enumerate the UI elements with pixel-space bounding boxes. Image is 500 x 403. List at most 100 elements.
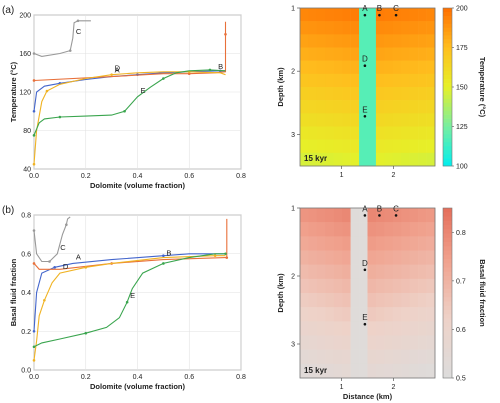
- chart1-cell: [392, 139, 402, 154]
- chart1-colorbar-segment: [443, 114, 452, 119]
- chart1-cell: [384, 126, 394, 140]
- chart1-cell: [384, 113, 394, 127]
- chart0-series-D-point: [110, 73, 113, 76]
- chart1-cell: [359, 47, 368, 61]
- chart1-cell: [418, 113, 427, 127]
- chart1-cell: [325, 60, 335, 75]
- chart1-colorbar-segment: [443, 35, 452, 40]
- chart2-series-D-line: [33, 255, 226, 361]
- chart2-series-A-point: [32, 329, 36, 333]
- chart1-colorbar-segment: [443, 98, 452, 104]
- chart3-cell: [409, 307, 419, 322]
- chart1-colorbar-segment: [443, 63, 452, 68]
- chart1-x-tick-label: 2: [392, 172, 396, 179]
- chart3-cell: [384, 321, 394, 336]
- chart1-cell: [375, 126, 385, 140]
- chart3-x-tick-label: 2: [392, 384, 396, 391]
- chart1-cell: [426, 152, 436, 167]
- chart2-series-C-point: [32, 229, 36, 232]
- chart3-colorbar-segment: [443, 348, 452, 353]
- chart0-series-E-line: [33, 69, 226, 136]
- chart3-colorbar-label: Basal fluid fraction: [478, 259, 487, 327]
- chart3-cell: [342, 264, 351, 280]
- chart3-cell: [325, 363, 335, 379]
- chart3-cell: [359, 307, 368, 322]
- chart3-cell: [359, 278, 368, 294]
- chart1-cell: [367, 100, 377, 114]
- chart3-point-A: [363, 214, 367, 217]
- chart3-colorbar-segment: [443, 356, 452, 362]
- chart1-cell: [418, 21, 427, 35]
- chart1-colorbar-segment: [443, 102, 452, 108]
- chart1-cell: [308, 47, 318, 61]
- chart1-point-D: [363, 64, 367, 68]
- chart3-cell: [308, 363, 318, 379]
- chart1-point-B-label: B: [377, 4, 382, 13]
- chart1-cell: [333, 126, 343, 140]
- chart0-series-C-point: [68, 49, 72, 52]
- chart1-cell: [426, 8, 436, 22]
- chart3-cell: [342, 307, 351, 322]
- chart1-point-C: [394, 13, 398, 17]
- chart3-cell: [426, 208, 436, 223]
- chart3-cell: [392, 278, 402, 294]
- chart1-colorbar-segment: [443, 79, 452, 84]
- chart3-cell: [350, 335, 360, 350]
- chart3-cell: [367, 349, 377, 365]
- chart3-cell: [325, 264, 335, 280]
- chart3-cell: [316, 321, 326, 336]
- chart1-time-annotation: 15 kyr: [304, 154, 327, 163]
- chart3-cell: [325, 349, 335, 365]
- chart3-colorbar-segment: [443, 327, 452, 332]
- chart1-colorbar-segment: [443, 23, 452, 29]
- chart2-series-A-line: [33, 253, 226, 332]
- chart1-colorbar-segment: [443, 142, 452, 147]
- chart1-cell: [316, 21, 326, 35]
- chart1-cell: [342, 113, 351, 127]
- chart0-series-E-point: [162, 77, 165, 80]
- chart1-cell: [350, 87, 360, 101]
- chart2-x-tick-label: 0.0: [29, 374, 39, 381]
- chart1-cell: [367, 21, 377, 35]
- chart1-colorbar-segment: [443, 27, 452, 32]
- chart2-series-D-label: D: [63, 262, 69, 271]
- chart1-cell: [342, 73, 351, 88]
- chart3-cell: [316, 208, 326, 223]
- chart3-colorbar-segment: [443, 322, 452, 328]
- chart1-colorbar-tick-label: 100: [456, 164, 468, 171]
- chart3-cell: [350, 307, 360, 322]
- chart3-cell: [392, 293, 402, 308]
- chart1-cell: [418, 60, 427, 75]
- chart3-cell: [308, 222, 318, 237]
- chart3-colorbar-segment: [443, 293, 452, 298]
- chart3-colorbar-segment: [443, 233, 452, 239]
- chart1-colorbar-segment: [443, 130, 452, 135]
- chart3-colorbar-segment: [443, 263, 452, 268]
- chart1-cell: [325, 126, 335, 140]
- chart3-cell: [300, 335, 309, 350]
- chart0-series-B-label: B: [218, 62, 223, 71]
- chart3-cell: [325, 307, 335, 322]
- chart3-cell: [375, 293, 385, 308]
- chart1-cell: [342, 152, 351, 167]
- chart3-cell: [426, 264, 436, 280]
- chart3-colorbar-segment: [443, 344, 452, 349]
- chart3-colorbar-segment: [443, 352, 452, 358]
- chart3-cell: [342, 349, 351, 365]
- chart1-cell: [392, 60, 402, 75]
- chart2-series-E-point: [32, 345, 36, 349]
- chart1-cell: [384, 21, 394, 35]
- chart1-cell: [409, 21, 419, 35]
- chart3-colorbar-segment: [443, 259, 452, 264]
- chart3-cell: [384, 278, 394, 294]
- chart3-cell: [418, 293, 427, 308]
- chart1-colorbar-label: Temperature (°C): [478, 57, 487, 118]
- chart3-colorbar-segment: [443, 229, 452, 234]
- chart3-colorbar-tick-label: 0.7: [456, 278, 466, 285]
- chart1-cell: [316, 100, 326, 114]
- chart1-cell: [401, 8, 410, 22]
- chart3-cell: [384, 363, 394, 379]
- chart3-point-C: [394, 214, 398, 217]
- chart3-x-axis-label: Distance (km): [343, 392, 393, 401]
- chart1-cell: [300, 21, 309, 35]
